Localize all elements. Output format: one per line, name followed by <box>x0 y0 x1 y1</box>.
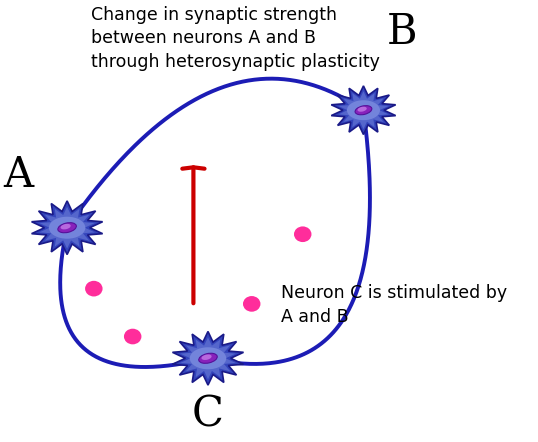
Text: Change in synaptic strength
between neurons A and B
through heterosynaptic plast: Change in synaptic strength between neur… <box>91 6 380 71</box>
Ellipse shape <box>347 100 380 120</box>
Text: A: A <box>3 155 33 197</box>
Text: C: C <box>192 394 224 436</box>
Circle shape <box>85 281 103 297</box>
Polygon shape <box>39 207 95 249</box>
Circle shape <box>124 329 141 344</box>
Ellipse shape <box>190 347 226 369</box>
Polygon shape <box>338 91 388 129</box>
Ellipse shape <box>358 107 367 112</box>
Ellipse shape <box>58 223 76 233</box>
Polygon shape <box>32 201 103 255</box>
Text: Neuron C is stimulated by
A and B: Neuron C is stimulated by A and B <box>281 284 507 326</box>
Polygon shape <box>180 337 236 379</box>
Ellipse shape <box>61 224 70 229</box>
Ellipse shape <box>201 354 211 360</box>
Text: B: B <box>387 11 417 53</box>
Ellipse shape <box>355 106 372 115</box>
Polygon shape <box>173 332 244 385</box>
Polygon shape <box>331 86 395 134</box>
Ellipse shape <box>199 353 217 363</box>
Circle shape <box>243 296 260 312</box>
Circle shape <box>294 226 312 242</box>
Ellipse shape <box>49 217 86 239</box>
